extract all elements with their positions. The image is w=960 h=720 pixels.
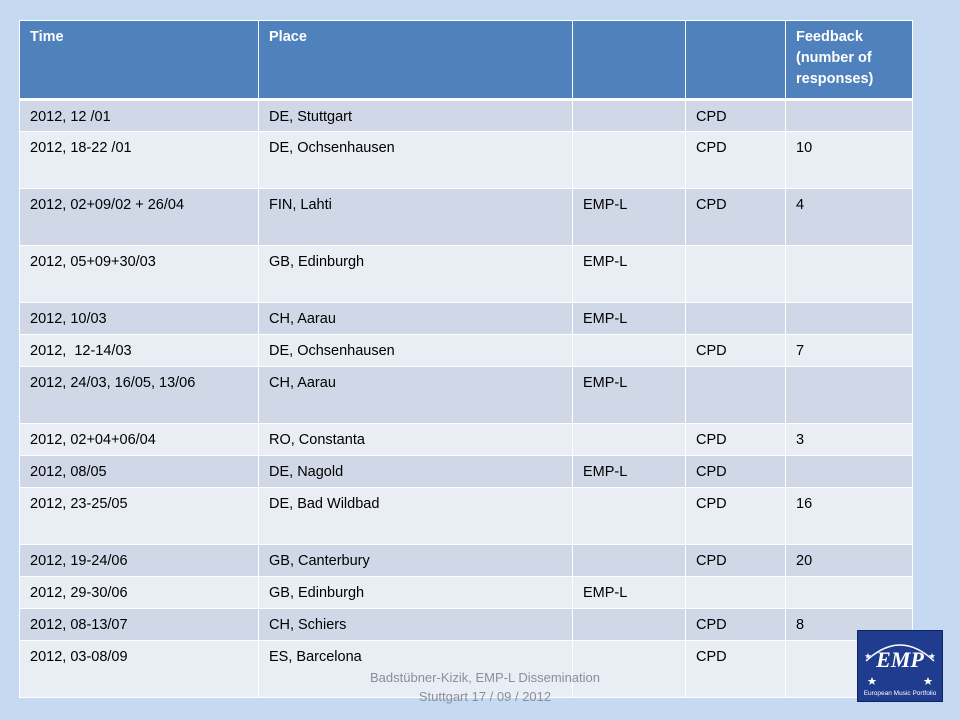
- table-row: 2012, 08/05 DE, Nagold EMP-L CPD: [19, 455, 913, 488]
- cell-emp: EMP-L: [572, 245, 686, 303]
- cell-time: 2012, 03-08/09: [19, 640, 259, 698]
- cell-feedback: [785, 99, 913, 132]
- cell-place: GB, Canterbury: [258, 544, 573, 577]
- cell-place: GB, Edinburgh: [258, 576, 573, 609]
- table-row: 2012, 03-08/09 ES, Barcelona CPD: [19, 640, 913, 698]
- footer-text: Badstübner-Kizik, EMP-L Dissemination St…: [330, 668, 640, 706]
- table-row: 2012, 05+09+30/03 GB, Edinburgh EMP-L: [19, 245, 913, 303]
- cell-feedback: 10: [785, 131, 913, 189]
- cell-feedback: 20: [785, 544, 913, 577]
- cell-feedback: [785, 576, 913, 609]
- events-table: Time Place Feedback (number of responses…: [19, 20, 913, 698]
- table-row: 2012, 10/03 CH, Aarau EMP-L: [19, 302, 913, 335]
- cell-emp: EMP-L: [572, 302, 686, 335]
- cell-cpd: CPD: [685, 423, 786, 456]
- cell-cpd: CPD: [685, 334, 786, 367]
- cell-time: 2012, 12-14/03: [19, 334, 259, 367]
- cell-place: GB, Edinburgh: [258, 245, 573, 303]
- cell-cpd: CPD: [685, 455, 786, 488]
- logo-arc: EMP: [865, 644, 935, 672]
- cell-time: 2012, 02+09/02 + 26/04: [19, 188, 259, 246]
- cell-emp: EMP-L: [572, 455, 686, 488]
- european-music-portfolio-logo: EMP European Music Portfolio: [857, 630, 943, 702]
- cell-place: FIN, Lahti: [258, 188, 573, 246]
- cell-feedback: 7: [785, 334, 913, 367]
- cell-emp: [572, 608, 686, 641]
- cell-feedback: 8: [785, 608, 913, 641]
- cell-cpd: [685, 302, 786, 335]
- table-row: 2012, 19-24/06 GB, Canterbury CPD 20: [19, 544, 913, 577]
- cell-emp: [572, 423, 686, 456]
- cell-place: DE, Ochsenhausen: [258, 334, 573, 367]
- cell-emp: EMP-L: [572, 188, 686, 246]
- cell-cpd: CPD: [685, 188, 786, 246]
- cell-emp: [572, 334, 686, 367]
- cell-cpd: CPD: [685, 640, 786, 698]
- cell-time: 2012, 08/05: [19, 455, 259, 488]
- cell-emp: [572, 131, 686, 189]
- cell-time: 2012, 23-25/05: [19, 487, 259, 545]
- cell-time: 2012, 18-22 /01: [19, 131, 259, 189]
- header-col3: [572, 20, 686, 101]
- header-time: Time: [19, 20, 259, 101]
- cell-cpd: CPD: [685, 487, 786, 545]
- table-row: 2012, 23-25/05 DE, Bad Wildbad CPD 16: [19, 487, 913, 545]
- cell-time: 2012, 29-30/06: [19, 576, 259, 609]
- table-row: 2012, 29-30/06 GB, Edinburgh EMP-L: [19, 576, 913, 609]
- header-row: Time Place Feedback (number of responses…: [19, 20, 913, 101]
- cell-place: RO, Constanta: [258, 423, 573, 456]
- logo-mark: EMP: [875, 647, 924, 672]
- cell-place: CH, Aarau: [258, 302, 573, 335]
- table-row: 2012, 12 /01 DE, Stuttgart CPD: [19, 99, 913, 132]
- cell-emp: EMP-L: [572, 576, 686, 609]
- cell-time: 2012, 02+04+06/04: [19, 423, 259, 456]
- cell-place: CH, Aarau: [258, 366, 573, 424]
- table-row: 2012, 18-22 /01 DE, Ochsenhausen CPD 10: [19, 131, 913, 189]
- table-row: 2012, 12-14/03 DE, Ochsenhausen CPD 7: [19, 334, 913, 367]
- cell-time: 2012, 19-24/06: [19, 544, 259, 577]
- table-row: 2012, 02+04+06/04 RO, Constanta CPD 3: [19, 423, 913, 456]
- cell-emp: [572, 99, 686, 132]
- cell-cpd: CPD: [685, 99, 786, 132]
- cell-cpd: CPD: [685, 544, 786, 577]
- cell-place: DE, Stuttgart: [258, 99, 573, 132]
- cell-cpd: [685, 576, 786, 609]
- cell-feedback: [785, 455, 913, 488]
- cell-emp: [572, 544, 686, 577]
- footer-line1: Badstübner-Kizik, EMP-L Dissemination: [370, 670, 600, 685]
- table-row: 2012, 08-13/07 CH, Schiers CPD 8: [19, 608, 913, 641]
- header-feedback: Feedback (number of responses): [785, 20, 913, 101]
- cell-cpd: CPD: [685, 131, 786, 189]
- footer-line2: Stuttgart 17 / 09 / 2012: [418, 689, 552, 704]
- cell-place: DE, Nagold: [258, 455, 573, 488]
- cell-emp: [572, 487, 686, 545]
- cell-feedback: [785, 245, 913, 303]
- cell-place: ES, Barcelona: [258, 640, 573, 698]
- cell-feedback: 3: [785, 423, 913, 456]
- cell-time: 2012, 10/03: [19, 302, 259, 335]
- logo-stars-icon: [864, 653, 936, 685]
- logo-caption: European Music Portfolio: [864, 690, 937, 697]
- cell-emp: [572, 640, 686, 698]
- cell-time: 2012, 05+09+30/03: [19, 245, 259, 303]
- cell-feedback: [785, 366, 913, 424]
- cell-time: 2012, 24/03, 16/05, 13/06: [19, 366, 259, 424]
- cell-feedback: [785, 302, 913, 335]
- logo-graphic: EMP European Music Portfolio: [864, 644, 937, 697]
- cell-feedback: 4: [785, 188, 913, 246]
- table-row: 2012, 02+09/02 + 26/04 FIN, Lahti EMP-L …: [19, 188, 913, 246]
- table-row: 2012, 24/03, 16/05, 13/06 CH, Aarau EMP-…: [19, 366, 913, 424]
- cell-feedback: 16: [785, 487, 913, 545]
- cell-cpd: [685, 245, 786, 303]
- cell-place: DE, Ochsenhausen: [258, 131, 573, 189]
- cell-place: CH, Schiers: [258, 608, 573, 641]
- cell-time: 2012, 12 /01: [19, 99, 259, 132]
- cell-place: DE, Bad Wildbad: [258, 487, 573, 545]
- cell-time: 2012, 08-13/07: [19, 608, 259, 641]
- cell-emp: EMP-L: [572, 366, 686, 424]
- header-col4: [685, 20, 786, 101]
- cell-cpd: [685, 366, 786, 424]
- cell-cpd: CPD: [685, 608, 786, 641]
- header-place: Place: [258, 20, 573, 101]
